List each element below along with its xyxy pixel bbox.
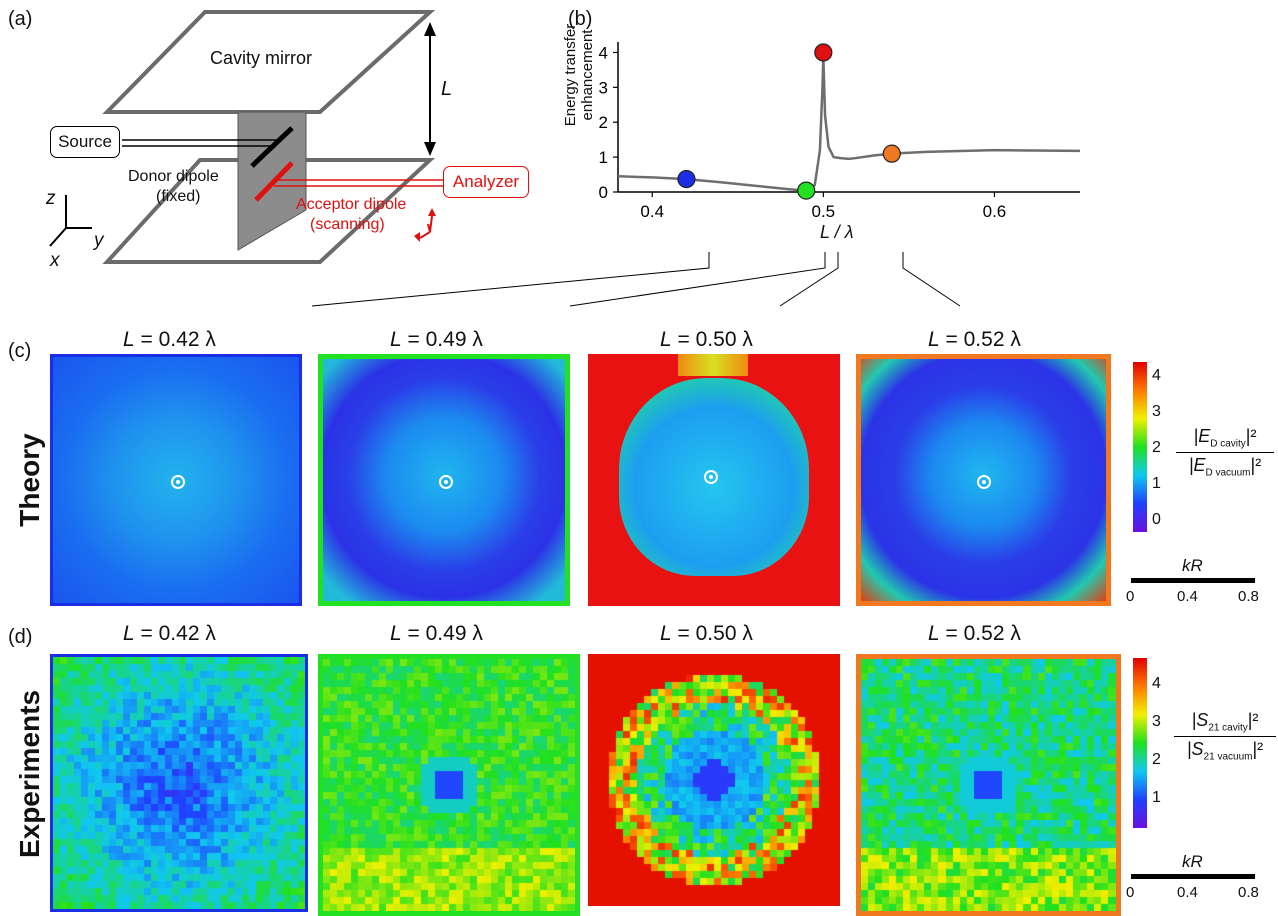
experiment-map-049 xyxy=(318,654,580,916)
analyzer-box: Analyzer xyxy=(443,166,529,198)
data-marker xyxy=(797,181,816,200)
source-box: Source xyxy=(50,126,120,158)
experiments-scale-tick-0: 0 xyxy=(1126,884,1135,901)
L-label: L xyxy=(441,78,453,100)
axis-z-label: z xyxy=(46,188,56,209)
x-axis xyxy=(49,227,67,247)
experiments-scale-label: kR xyxy=(1182,852,1203,871)
experiments-scale-tick-2: 0.8 xyxy=(1238,884,1259,901)
theory-map-052 xyxy=(856,354,1111,606)
theory-title-2: L = 0.49 λ xyxy=(390,328,483,351)
experiments-colorbar xyxy=(1133,658,1147,828)
x-tick-label: 0.4 xyxy=(640,202,664,221)
y-tick-label: 2 xyxy=(599,113,608,132)
cavity-schematic xyxy=(49,10,444,264)
y-tick-label: 0 xyxy=(599,183,608,202)
top-mirror xyxy=(102,10,436,114)
mirror-label: Cavity mirror xyxy=(210,48,312,68)
panel-label-a: (a) xyxy=(8,8,33,30)
experiments-row-label: Experiments xyxy=(14,689,45,859)
theory-colorbar xyxy=(1133,362,1147,532)
connector-lines xyxy=(311,252,961,307)
donor-label-1: Donor dipole xyxy=(128,168,219,185)
acceptor-dipole xyxy=(254,161,294,202)
acceptor-label-2: (scanning) xyxy=(310,216,385,233)
theory-scale-tick-1: 0.4 xyxy=(1177,588,1198,605)
donor-marker-icon xyxy=(977,475,991,489)
donor-marker-icon xyxy=(439,475,453,489)
data-marker xyxy=(677,169,696,189)
exp-title-3: L = 0.50 λ xyxy=(660,622,753,645)
chart-xlabel: L / λ xyxy=(820,222,854,242)
theory-map-042 xyxy=(50,354,302,606)
experiments-scale-bar xyxy=(1131,874,1255,879)
donor-label-2: (fixed) xyxy=(156,188,201,205)
y-tick-label: 3 xyxy=(599,78,608,97)
panel-label-c: (c) xyxy=(8,340,32,362)
axis-x-label: x xyxy=(50,250,60,271)
donor-marker-icon xyxy=(171,475,185,489)
x-tick-label: 0.6 xyxy=(983,202,1007,221)
theory-scale-bar xyxy=(1131,578,1255,583)
theory-scale-label: kR xyxy=(1182,556,1203,575)
theory-title-4: L = 0.52 λ xyxy=(928,328,1021,351)
experiments-scale-tick-1: 0.4 xyxy=(1177,884,1198,901)
panel-label-b: (b) xyxy=(568,8,593,30)
enhancement-chart: 0 1 2 3 4 0.4 0.5 0.6 xyxy=(599,42,1081,221)
theory-title-1: L = 0.42 λ xyxy=(123,328,216,351)
theory-scale-tick-2: 0.8 xyxy=(1238,588,1259,605)
panel-label-d: (d) xyxy=(8,626,33,648)
theory-scale-tick-0: 0 xyxy=(1126,588,1135,605)
acceptor-label-1: Acceptor dipole xyxy=(296,196,407,213)
theory-title-3: L = 0.50 λ xyxy=(660,328,753,351)
donor-dipole xyxy=(250,126,294,168)
data-marker xyxy=(814,43,833,62)
experiments-colorbar-label: |S21 cavity|² |S21 vacuum|² xyxy=(1174,710,1276,762)
data-marker xyxy=(882,144,901,163)
theory-map-049 xyxy=(318,354,570,606)
experiment-map-052 xyxy=(856,654,1121,916)
chart-ylabel: Energy transfer enhancement xyxy=(562,23,596,127)
exp-title-1: L = 0.42 λ xyxy=(123,622,216,645)
experiment-map-050 xyxy=(588,654,840,906)
axis-y-label: y xyxy=(94,230,104,251)
theory-map-050 xyxy=(588,354,840,606)
y-tick-label: 1 xyxy=(599,148,608,167)
donor-marker-icon xyxy=(704,470,718,484)
x-tick-label: 0.5 xyxy=(812,202,836,221)
theory-colorbar-label: |ED cavity|² |ED vacuum|² xyxy=(1176,426,1274,478)
theory-row-label: Theory xyxy=(14,433,45,527)
exp-title-4: L = 0.52 λ xyxy=(928,622,1021,645)
y-tick-label: 4 xyxy=(599,43,608,62)
exp-title-2: L = 0.49 λ xyxy=(390,622,483,645)
experiment-map-042 xyxy=(50,654,308,912)
